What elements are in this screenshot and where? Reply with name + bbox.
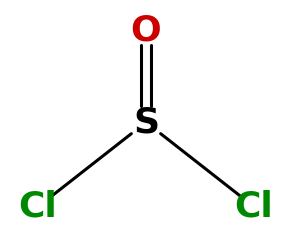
Text: Cl: Cl [19, 190, 57, 224]
Text: Cl: Cl [235, 190, 273, 224]
Text: O: O [131, 14, 161, 47]
Text: S: S [133, 105, 159, 139]
